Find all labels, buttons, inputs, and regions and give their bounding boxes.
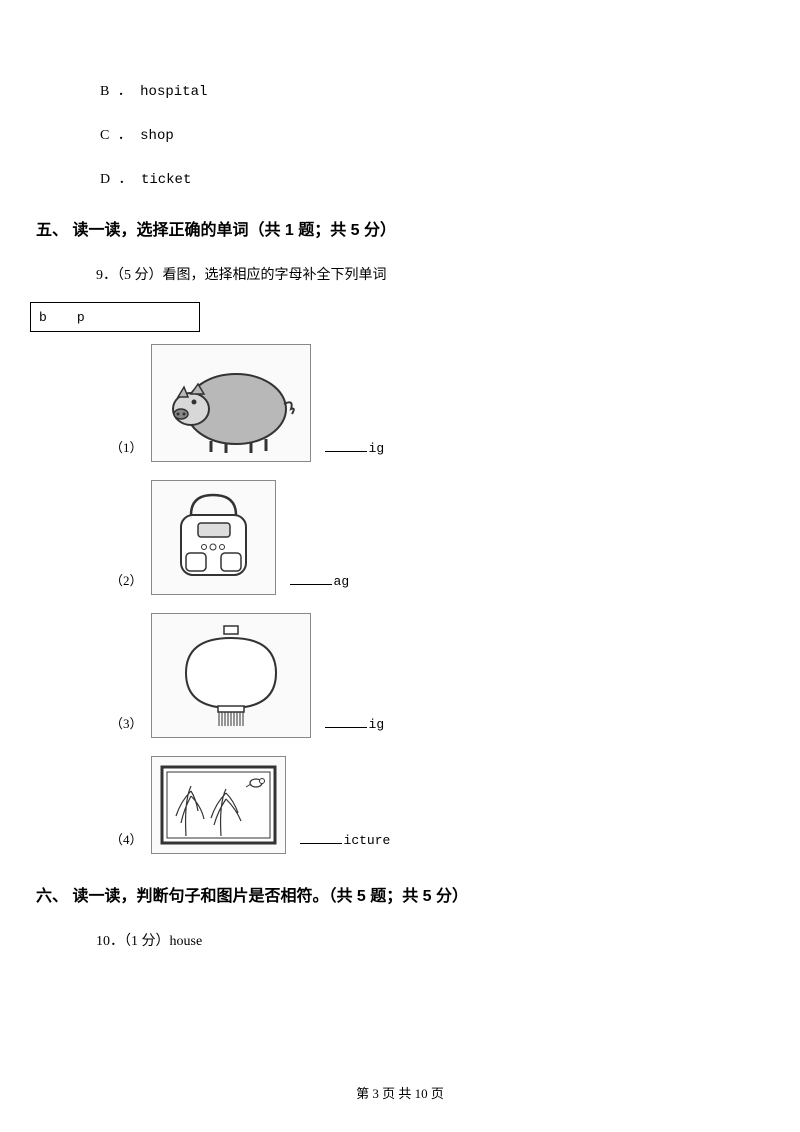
option-sep: ． bbox=[119, 172, 133, 187]
bag-image bbox=[151, 480, 276, 595]
section-5-header: 五、 读一读，选择正确的单词（共 1 题；共 5 分） bbox=[36, 216, 780, 240]
option-sep: ． bbox=[118, 128, 132, 143]
fill-blank[interactable] bbox=[300, 843, 342, 844]
fill-blank[interactable] bbox=[290, 584, 332, 585]
section-6-header: 六、 读一读，判断句子和图片是否相符。（共 5 题；共 5 分） bbox=[36, 882, 780, 906]
sub-num: （1） bbox=[110, 437, 143, 462]
sub-item-3: （3） ig bbox=[110, 613, 780, 738]
sub-item-1: （1） ig bbox=[110, 344, 780, 462]
sub-num: （3） bbox=[110, 713, 143, 738]
option-b: B ． hospital bbox=[100, 80, 780, 100]
fill-blank[interactable] bbox=[325, 727, 367, 728]
option-sep: ． bbox=[118, 84, 132, 99]
pig-image bbox=[151, 344, 311, 462]
sub-num: （4） bbox=[110, 829, 143, 854]
sub-item-4: （4） icture bbox=[110, 756, 780, 854]
blank-word: ig bbox=[325, 717, 385, 738]
lantern-image bbox=[151, 613, 311, 738]
option-c: C ． shop bbox=[100, 124, 780, 144]
option-word: hospital bbox=[140, 84, 207, 100]
sub-num: （2） bbox=[110, 570, 143, 595]
sub-item-2: （2） ag bbox=[110, 480, 780, 595]
question-10-label: 10．（1 分）house bbox=[96, 930, 780, 950]
option-word: ticket bbox=[141, 172, 191, 188]
option-letter: C bbox=[100, 128, 109, 143]
blank-word: ag bbox=[290, 574, 350, 595]
picture-image bbox=[151, 756, 286, 854]
letter-choice-box: b p bbox=[30, 302, 200, 332]
fill-blank[interactable] bbox=[325, 451, 367, 452]
option-word: shop bbox=[140, 128, 174, 144]
page-footer: 第 3 页 共 10 页 bbox=[0, 1083, 800, 1102]
option-letter: D bbox=[100, 172, 110, 187]
box-letter-right: p bbox=[77, 310, 85, 325]
question-9-label: 9．（5 分）看图，选择相应的字母补全下列单词 bbox=[96, 264, 780, 284]
option-d: D ． ticket bbox=[100, 168, 780, 188]
blank-word: ig bbox=[325, 441, 385, 462]
box-letter-left: b bbox=[39, 310, 47, 325]
blank-word: icture bbox=[300, 833, 391, 854]
option-letter: B bbox=[100, 84, 109, 99]
